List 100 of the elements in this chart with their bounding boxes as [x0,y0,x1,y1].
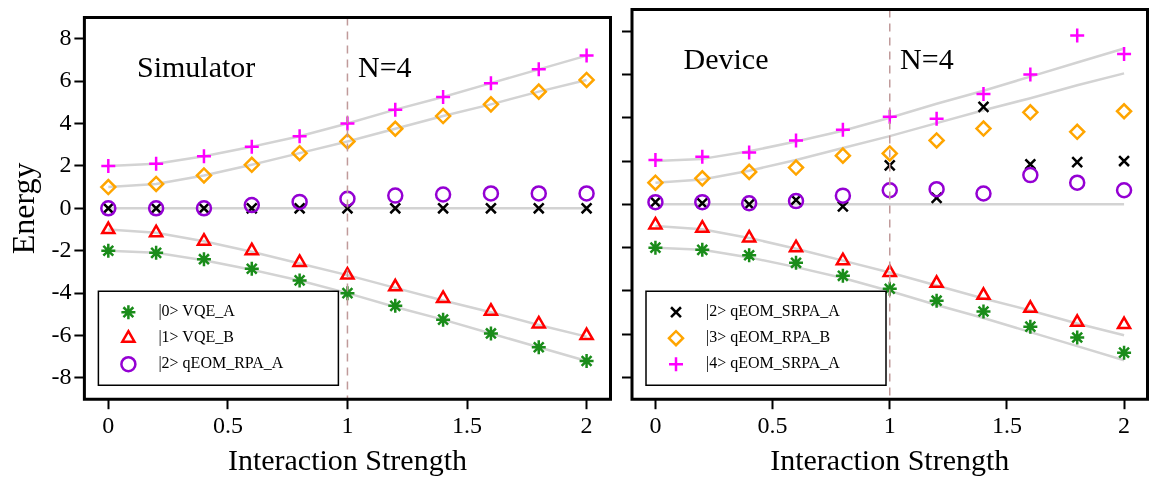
point [834,187,852,204]
x-tick-label: 1 [883,411,896,438]
point [387,120,404,138]
point [100,242,117,259]
point [100,221,116,235]
point [243,260,261,277]
point [1116,316,1132,330]
point [1117,154,1131,168]
point [1068,174,1086,191]
annotation: Simulator [137,50,256,84]
x-tick-label: 0.5 [757,411,788,438]
x-axis-title: Interaction Strength [770,442,1010,476]
legend-label: |0> VQE_A [158,302,236,321]
point [694,219,710,233]
point [244,242,260,256]
annotation: N=4 [900,42,954,76]
point [648,216,663,230]
point [1022,66,1039,83]
point [579,327,594,341]
point [387,101,404,118]
annotation: Device [683,42,769,76]
point [484,202,498,215]
point [436,202,450,215]
x-tick-label: 1 [341,411,354,438]
point [647,151,664,169]
point [975,185,992,202]
y-tick-label: -2 [51,236,72,263]
point [1022,318,1039,335]
point [578,71,595,89]
point [243,138,261,156]
point [787,159,805,176]
x-tick-label: 2 [1118,411,1131,438]
point [482,96,500,113]
point [1115,45,1133,63]
point [434,88,452,106]
point [100,157,117,175]
point [694,148,711,165]
y-axis-title: Energy [4,162,41,255]
y-tick-label: 6 [59,66,72,93]
point [530,61,548,78]
point [1071,155,1084,169]
point [147,175,165,193]
point [647,174,664,191]
point [1023,300,1038,314]
point [291,193,308,211]
point [339,133,356,150]
point [291,127,308,145]
point [1022,166,1039,184]
point [881,182,898,199]
point [147,244,165,262]
point [195,250,213,268]
point [694,241,711,259]
point [340,266,355,280]
point [530,185,548,202]
point [482,185,500,202]
point [531,315,547,329]
annotation: N=4 [357,50,412,84]
point [977,100,990,114]
point [834,121,852,138]
point [530,338,548,356]
point [694,170,711,187]
point [100,178,117,196]
legend-label: |1> VQE_B [158,328,234,347]
point [530,83,548,100]
point [291,144,308,162]
point [1115,182,1133,199]
legend-label: |4> qEOM_SRPA_A [706,354,841,373]
point [387,297,404,315]
point [578,47,595,64]
x-tick-label: 1.5 [991,411,1022,438]
point [928,110,945,128]
point [147,155,165,173]
point [975,303,992,320]
x-tick-label: 0 [649,411,662,438]
point [741,229,757,243]
point [928,292,945,309]
point [434,186,452,203]
point [881,145,898,162]
x-tick-label: 2 [580,411,593,438]
point [928,180,945,198]
x-tick-label: 0.5 [212,411,243,438]
point [148,224,164,238]
y-tick-label: -4 [51,278,72,305]
point [975,85,992,103]
point [532,202,545,215]
point [1115,344,1133,361]
x-tick-label: 0 [102,411,115,438]
y-tick-label: 4 [59,108,72,135]
point [387,187,404,204]
point [434,311,452,328]
y-tick-label: -6 [51,320,72,347]
point [291,272,308,289]
legend-label: |2> qEOM_SRPA_A [706,302,841,321]
point [195,148,213,165]
point [647,239,664,256]
point [1022,104,1039,121]
point [740,246,758,264]
point [788,239,804,253]
x-tick-label: 1.5 [452,411,483,438]
point [195,167,213,184]
